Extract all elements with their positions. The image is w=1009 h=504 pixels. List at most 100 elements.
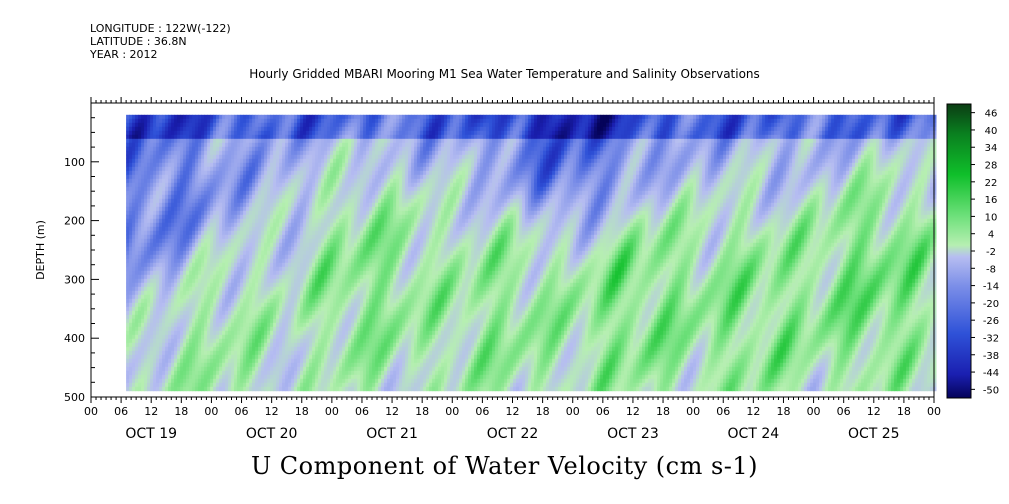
heatmap-cell: [309, 223, 312, 227]
heatmap-cell: [336, 171, 339, 175]
heatmap-cell: [159, 275, 162, 279]
heatmap-cell: [222, 359, 225, 363]
heatmap-cell: [183, 375, 186, 379]
heatmap-cell: [339, 171, 342, 175]
heatmap-cell: [231, 135, 234, 139]
heatmap-cell: [177, 339, 180, 343]
heatmap-cell: [303, 331, 306, 335]
heatmap-cell: [144, 219, 147, 223]
heatmap-cell: [198, 215, 201, 219]
heatmap-cell: [231, 371, 234, 375]
heatmap-cell: [324, 159, 327, 163]
heatmap-cell: [297, 363, 300, 367]
heatmap-cell: [189, 359, 192, 363]
heatmap-cell: [321, 279, 324, 283]
heatmap-cell: [222, 203, 225, 207]
heatmap-cell: [306, 363, 309, 367]
heatmap-cell: [141, 199, 144, 203]
heatmap-cell: [243, 151, 246, 155]
heatmap-cell: [261, 339, 264, 343]
heatmap-cell: [156, 355, 159, 359]
heatmap-cell: [336, 355, 339, 359]
heatmap-cell: [183, 363, 186, 367]
heatmap-cell: [141, 163, 144, 167]
heatmap-cell: [327, 371, 330, 375]
heatmap-cell: [171, 359, 174, 363]
heatmap-cell: [240, 383, 243, 387]
heatmap-cell: [297, 159, 300, 163]
heatmap-cell: [150, 255, 153, 259]
heatmap-cell: [279, 315, 282, 319]
heatmap-cell: [270, 319, 273, 323]
heatmap-cell: [225, 219, 228, 223]
heatmap-cell: [225, 231, 228, 235]
heatmap-cell: [306, 167, 309, 171]
heatmap-cell: [306, 267, 309, 271]
heatmap-cell: [240, 211, 243, 215]
heatmap-cell: [150, 383, 153, 387]
heatmap-cell: [228, 323, 231, 327]
heatmap-cell: [135, 223, 138, 227]
heatmap-cell: [249, 127, 252, 131]
heatmap-cell: [318, 247, 321, 251]
heatmap-cell: [297, 267, 300, 271]
heatmap-cell: [228, 355, 231, 359]
heatmap-cell: [267, 319, 270, 323]
heatmap-cell: [261, 175, 264, 179]
heatmap-cell: [300, 139, 303, 143]
heatmap-cell: [294, 151, 297, 155]
heatmap-cell: [306, 307, 309, 311]
heatmap-cell: [312, 387, 315, 391]
heatmap-cell: [324, 387, 327, 391]
heatmap-cell: [201, 135, 204, 139]
heatmap-cell: [330, 231, 333, 235]
heatmap-cell: [144, 339, 147, 343]
heatmap-cell: [333, 367, 336, 371]
heatmap-cell: [330, 287, 333, 291]
heatmap-cell: [129, 323, 132, 327]
heatmap-cell: [165, 327, 168, 331]
heatmap-cell: [159, 307, 162, 311]
heatmap-cell: [219, 163, 222, 167]
heatmap-cell: [279, 331, 282, 335]
heatmap-cell: [330, 315, 333, 319]
heatmap-cell: [279, 155, 282, 159]
heatmap-cell: [174, 299, 177, 303]
heatmap-cell: [318, 187, 321, 191]
heatmap-cell: [270, 387, 273, 391]
heatmap-cell: [126, 215, 129, 219]
heatmap-cell: [312, 263, 315, 267]
heatmap-cell: [267, 259, 270, 263]
heatmap-cell: [333, 131, 336, 135]
heatmap-cell: [171, 275, 174, 279]
heatmap-cell: [225, 191, 228, 195]
heatmap-cell: [240, 183, 243, 187]
heatmap-cell: [198, 115, 201, 119]
heatmap-cell: [207, 231, 210, 235]
heatmap-cell: [147, 211, 150, 215]
heatmap-cell: [258, 235, 261, 239]
heatmap-cell: [168, 271, 171, 275]
heatmap-cell: [174, 363, 177, 367]
heatmap-cell: [225, 147, 228, 151]
heatmap-cell: [246, 355, 249, 359]
heatmap-cell: [159, 287, 162, 291]
heatmap-cell: [192, 263, 195, 267]
heatmap-cell: [318, 387, 321, 391]
heatmap-cell: [336, 167, 339, 171]
heatmap-cell: [264, 263, 267, 267]
heatmap-cell: [300, 339, 303, 343]
heatmap-cell: [213, 175, 216, 179]
heatmap-cell: [144, 351, 147, 355]
heatmap-cell: [165, 119, 168, 123]
heatmap-cell: [288, 183, 291, 187]
heatmap-cell: [246, 275, 249, 279]
heatmap-cell: [267, 311, 270, 315]
heatmap-cell: [132, 287, 135, 291]
heatmap-cell: [156, 303, 159, 307]
heatmap-cell: [327, 327, 330, 331]
heatmap-cell: [195, 367, 198, 371]
heatmap-cell: [339, 255, 342, 259]
heatmap-cell: [255, 311, 258, 315]
heatmap-cell: [138, 119, 141, 123]
